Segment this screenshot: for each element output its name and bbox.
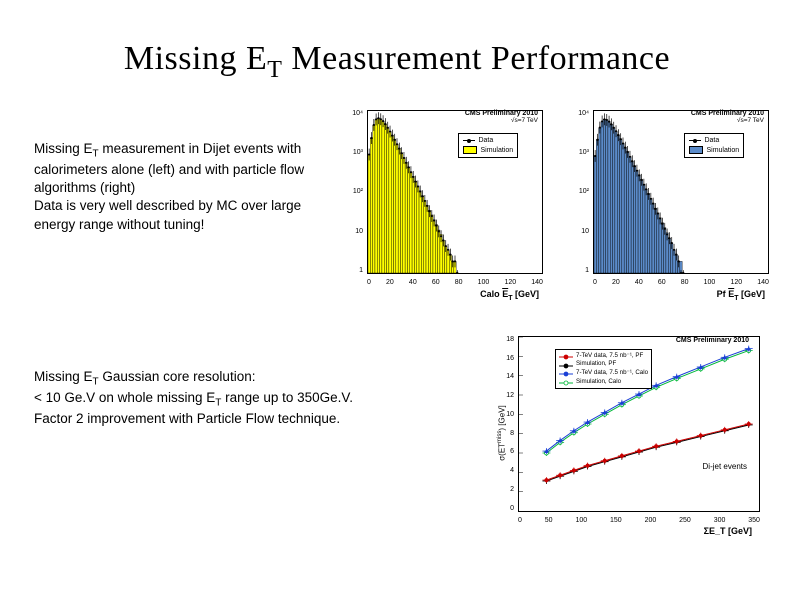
plot-b: CMS Preliminary 2010 √s=7 TeV Data Simul… xyxy=(593,110,769,274)
yticks-c: 181614121086420 xyxy=(500,336,514,512)
legend-sim-swatch-a xyxy=(463,146,477,154)
desc2-b: < 10 Ge.V on whole missing ET range up t… xyxy=(34,390,353,405)
annotation-dijet: Di-jet events xyxy=(703,462,747,471)
xticks-a: 020406080100120140 xyxy=(367,279,543,286)
yticks-b: 10⁴10³10²101 xyxy=(567,110,589,274)
chart-calo: Number of Events / 2 Ge.V 10⁴10³10²101 C… xyxy=(329,104,549,304)
row-bottom: Missing ET Gaussian core resolution: < 1… xyxy=(0,304,794,538)
legend-sim-swatch-b xyxy=(689,146,703,154)
desc2-c: Factor 2 improvement with Particle Flow … xyxy=(34,411,340,426)
charts-top: Number of Events / 2 Ge.V 10⁴10³10²101 C… xyxy=(329,104,775,304)
plot-a: CMS Preliminary 2010 √s=7 TeV Data Simul… xyxy=(367,110,543,274)
header-a: CMS Preliminary 2010 √s=7 TeV xyxy=(465,110,538,125)
xlabel-a: Calo ET [GeV] xyxy=(480,289,539,302)
chart-pf: Number of Events / 2 Ge.V 10⁴10³10²101 C… xyxy=(555,104,775,304)
description-bottom: Missing ET Gaussian core resolution: < 1… xyxy=(34,328,454,429)
title-sub: T xyxy=(267,57,282,83)
title-post: Measurement Performance xyxy=(282,40,670,77)
description-top: Missing ET measurement in Dijet events w… xyxy=(34,104,329,234)
xlabel-b: Pf ET [GeV] xyxy=(717,289,765,302)
legend-a: Data Simulation xyxy=(458,133,518,159)
legend-data-marker-b xyxy=(689,137,701,145)
desc1-a: Missing ET measurement in Dijet events w… xyxy=(34,141,304,195)
desc2-a: Missing ET Gaussian core resolution: xyxy=(34,369,255,384)
xticks-b: 020406080100120140 xyxy=(593,279,769,286)
row-top: Missing ET measurement in Dijet events w… xyxy=(0,94,794,304)
xticks-c: 050100150200250300350 xyxy=(518,517,760,524)
legend-data-marker xyxy=(463,137,475,145)
desc1-b: Data is very well described by MC over l… xyxy=(34,198,301,231)
xlabel-c: ΣE_T [GeV] xyxy=(704,526,752,536)
slide-title: Missing ET Measurement Performance xyxy=(0,0,794,94)
header-b: CMS Preliminary 2010 √s=7 TeV xyxy=(691,110,764,125)
legend-b: Data Simulation xyxy=(684,133,744,159)
legend-c: 7-TeV data, 7.5 nb⁻¹, PFSimulation, PF7-… xyxy=(555,349,652,390)
header-c: CMS Preliminary 2010 xyxy=(676,337,749,345)
plot-c: CMS Preliminary 2010 7-TeV data, 7.5 nb⁻… xyxy=(518,336,760,512)
title-pre: Missing E xyxy=(124,40,267,77)
chart-resolution: σ(ETmiss) [GeV] 181614121086420 CMS Prel… xyxy=(486,328,766,538)
yticks-a: 10⁴10³10²101 xyxy=(341,110,363,274)
